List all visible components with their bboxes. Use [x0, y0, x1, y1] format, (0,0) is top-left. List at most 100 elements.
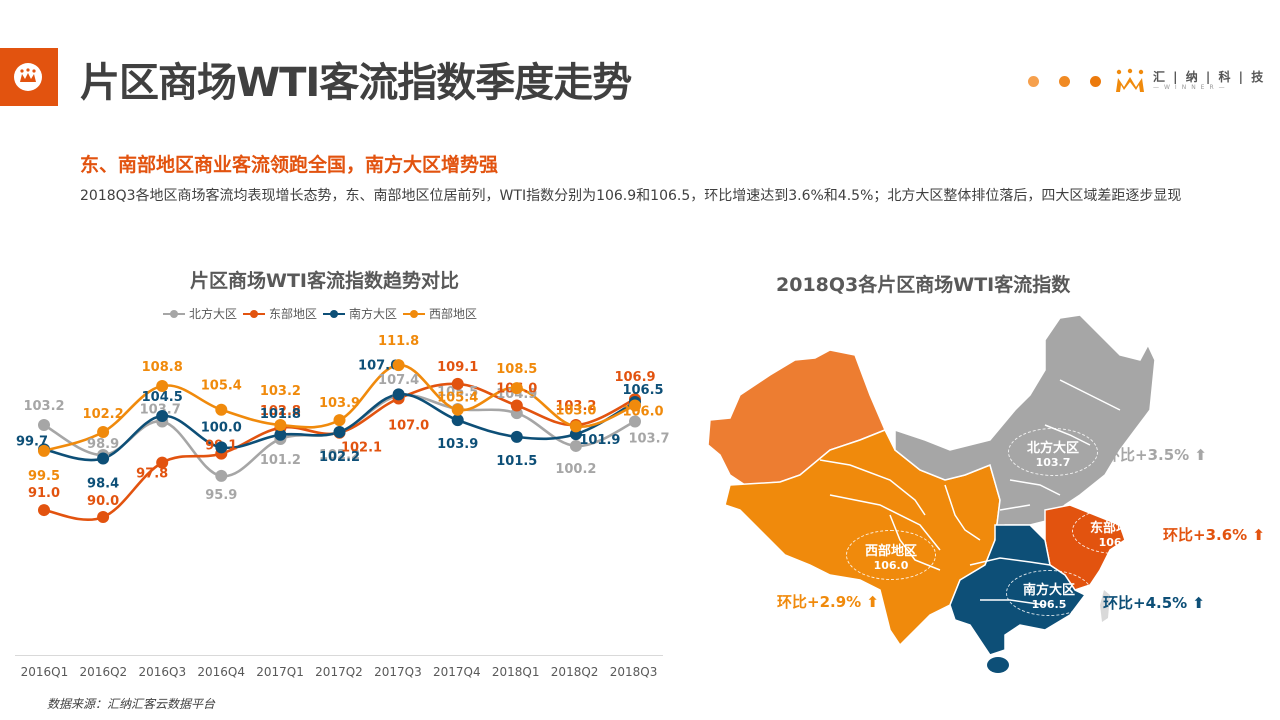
brand-text: 汇 | 纳 | 科 | 技 —WINNER— [1153, 70, 1265, 92]
data-point[interactable] [38, 444, 50, 457]
x-tick-label: 2017Q4 [432, 665, 481, 679]
region-name: 北方大区 [1026, 441, 1079, 456]
data-label: 106.0 [622, 405, 663, 420]
description: 2018Q3各地区商场客流均表现增长态势，东、南部地区位居前列，WTI指数分别为… [80, 188, 1182, 204]
data-label: 106.9 [614, 370, 655, 385]
data-label: 103.0 [555, 403, 596, 418]
legend-item-east: 东部地区 [243, 305, 317, 322]
data-label: 103.7 [628, 432, 669, 447]
data-point[interactable] [569, 420, 582, 433]
data-label: 97.8 [136, 467, 168, 482]
data-label: 103.2 [260, 384, 301, 399]
headline: 东、南部地区商业客流领跑全国，南方大区增势强 [80, 154, 499, 176]
qoq-north: 环比+3.5% ⬆ [1105, 444, 1207, 465]
brand-crown-icon [1116, 68, 1144, 92]
china-region-map [707, 314, 1156, 673]
data-point[interactable] [215, 403, 228, 416]
data-label: 104.5 [142, 390, 183, 405]
data-point[interactable] [451, 414, 464, 427]
up-arrow-icon: ⬆ [1187, 594, 1205, 612]
qoq-text: 环比+3.5% [1105, 446, 1190, 464]
data-point[interactable] [156, 380, 169, 392]
brand-dot-1 [1028, 75, 1039, 87]
data-point[interactable] [629, 399, 641, 412]
data-label: 101.8 [260, 407, 301, 422]
region-name: 西部地区 [864, 544, 917, 559]
data-label: 107.0 [388, 419, 429, 434]
data-point[interactable] [156, 409, 169, 422]
qoq-east: 环比+3.6% ⬆ [1163, 524, 1265, 545]
x-tick-label: 2016Q4 [197, 665, 245, 679]
data-label: 101.5 [496, 454, 537, 469]
data-point[interactable] [392, 388, 405, 401]
data-label: 102.2 [319, 450, 360, 465]
data-point[interactable] [451, 377, 464, 390]
legend-swatch [323, 309, 346, 318]
data-point[interactable] [510, 399, 523, 412]
data-point[interactable] [97, 452, 110, 465]
legend-swatch [403, 309, 426, 318]
data-point[interactable] [510, 430, 523, 443]
brand-dot-2 [1059, 75, 1070, 87]
data-label: 95.9 [205, 488, 237, 503]
x-axis-labels: 2016Q1 2016Q2 2016Q3 2016Q4 2017Q1 2017Q2 2017… [15, 665, 663, 679]
data-label: 105.4 [437, 391, 478, 406]
data-point[interactable] [215, 441, 228, 454]
x-tick-label: 2018Q3 [609, 665, 658, 679]
legend-label: 南方大区 [349, 307, 398, 321]
data-point[interactable] [97, 511, 110, 524]
data-label: 101.9 [579, 433, 620, 448]
map-region-north [894, 314, 1156, 541]
bubble-east: 东部地区 106.9 [1072, 508, 1160, 554]
data-label: 103.2 [555, 399, 596, 414]
data-label: 102.8 [260, 404, 301, 419]
data-point[interactable] [38, 419, 50, 432]
data-label: 99.5 [28, 469, 60, 484]
data-point[interactable] [451, 403, 464, 416]
data-label: 100.2 [555, 462, 596, 477]
legend-item-north: 北方大区 [163, 305, 237, 322]
data-label: 111.8 [378, 334, 419, 349]
crown-logo-icon [14, 63, 42, 91]
qoq-west: 环比+2.9% ⬆ [777, 591, 879, 612]
legend-swatch [243, 309, 266, 318]
data-label: 103.9 [319, 396, 360, 411]
chart-legend: 北方大区 东部地区 南方大区 西部地区 [163, 305, 477, 322]
data-point[interactable] [333, 426, 346, 439]
bubble-north: 北方大区 103.7 [1008, 428, 1098, 476]
data-label: 101.2 [260, 453, 301, 468]
data-point[interactable] [38, 504, 50, 517]
legend-item-west: 西部地区 [403, 305, 477, 322]
x-tick-label: 2016Q2 [79, 665, 128, 679]
data-label: 107.6 [358, 358, 399, 373]
x-tick-label: 2018Q2 [550, 665, 599, 679]
data-point[interactable] [333, 414, 346, 427]
data-label: 103.7 [140, 403, 181, 418]
data-point[interactable] [156, 456, 169, 469]
map-title: 2018Q3各片区商场WTI客流指数 [776, 274, 1071, 296]
legend-label: 北方大区 [189, 307, 238, 321]
bubble-south: 南方大区 106.5 [1006, 570, 1092, 616]
x-tick-label: 2018Q1 [491, 665, 540, 679]
logo-badge [0, 48, 58, 106]
map-region-hainan [987, 657, 1009, 673]
region-name: 东部地区 [1089, 521, 1142, 536]
region-value: 106.9 [1098, 536, 1134, 549]
data-label: 107.4 [378, 373, 419, 388]
brand-logo: 汇 | 纳 | 科 | 技 —WINNER— [1028, 68, 1265, 94]
data-point[interactable] [97, 426, 110, 439]
data-point[interactable] [510, 382, 523, 395]
data-point[interactable] [629, 415, 641, 428]
data-point[interactable] [274, 419, 287, 432]
data-point[interactable] [392, 359, 405, 372]
data-point[interactable] [215, 469, 228, 482]
data-label: 98.4 [87, 476, 119, 491]
data-label: 104.9 [496, 387, 537, 402]
data-point[interactable] [569, 439, 582, 452]
data-label: 100.0 [201, 420, 242, 435]
up-arrow-icon: ⬆ [1247, 526, 1265, 544]
qoq-text: 环比+3.6% [1163, 526, 1248, 544]
data-point[interactable] [274, 428, 287, 441]
up-arrow-icon: ⬆ [861, 593, 879, 611]
